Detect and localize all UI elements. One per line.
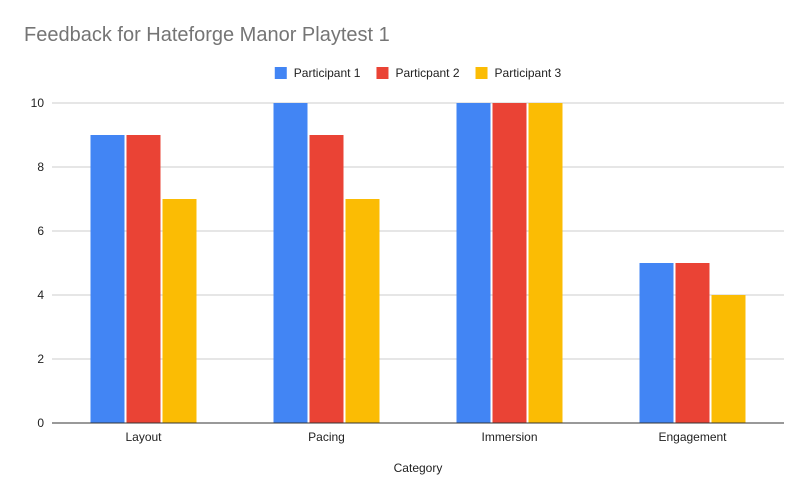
legend-label-series-2: Particpant 2 xyxy=(395,66,459,80)
y-tick-label: 2 xyxy=(37,352,44,366)
legend: Participant 1 Particpant 2 Participant 3 xyxy=(274,66,562,80)
legend-swatch-series-1 xyxy=(274,67,287,79)
bar-pacing-series-2 xyxy=(309,135,344,423)
bar-immersion-series-3 xyxy=(528,103,563,423)
bar-immersion-series-2 xyxy=(492,103,527,423)
bar-layout-series-2 xyxy=(126,135,161,423)
gridlines xyxy=(52,102,784,360)
legend-label-series-3: Participant 3 xyxy=(495,66,562,80)
x-tick-label-engagement: Engagement xyxy=(658,430,727,444)
legend-swatch-series-2 xyxy=(376,67,389,79)
bar-immersion-series-1 xyxy=(456,103,491,423)
y-tick-label: 8 xyxy=(37,160,44,174)
y-tick-label: 0 xyxy=(37,416,44,430)
bar-layout-series-3 xyxy=(162,199,197,423)
x-tick-label-pacing: Pacing xyxy=(308,430,345,444)
bar-engagement-series-3 xyxy=(711,295,746,423)
legend-label-series-1: Participant 1 xyxy=(294,66,361,80)
y-tick-label: 6 xyxy=(37,224,44,238)
axes: 0 2 4 6 8 10 Layout Pacing Immersion Engagement Ca… xyxy=(31,96,784,475)
x-tick-label-immersion: Immersion xyxy=(481,430,537,444)
bar-pacing-series-1 xyxy=(273,103,308,423)
bar-engagement-series-1 xyxy=(639,263,674,423)
bar-layout-series-1 xyxy=(90,135,125,423)
x-tick-label-layout: Layout xyxy=(125,430,162,444)
y-tick-label: 10 xyxy=(31,96,45,110)
bar-pacing-series-3 xyxy=(345,199,380,423)
y-tick-label: 4 xyxy=(37,288,44,302)
bars xyxy=(90,103,746,423)
chart-title: Feedback for Hateforge Manor Playtest 1 xyxy=(24,24,390,46)
legend-swatch-series-3 xyxy=(475,67,488,79)
bar-engagement-series-2 xyxy=(675,263,710,423)
x-axis-title: Category xyxy=(394,461,443,475)
